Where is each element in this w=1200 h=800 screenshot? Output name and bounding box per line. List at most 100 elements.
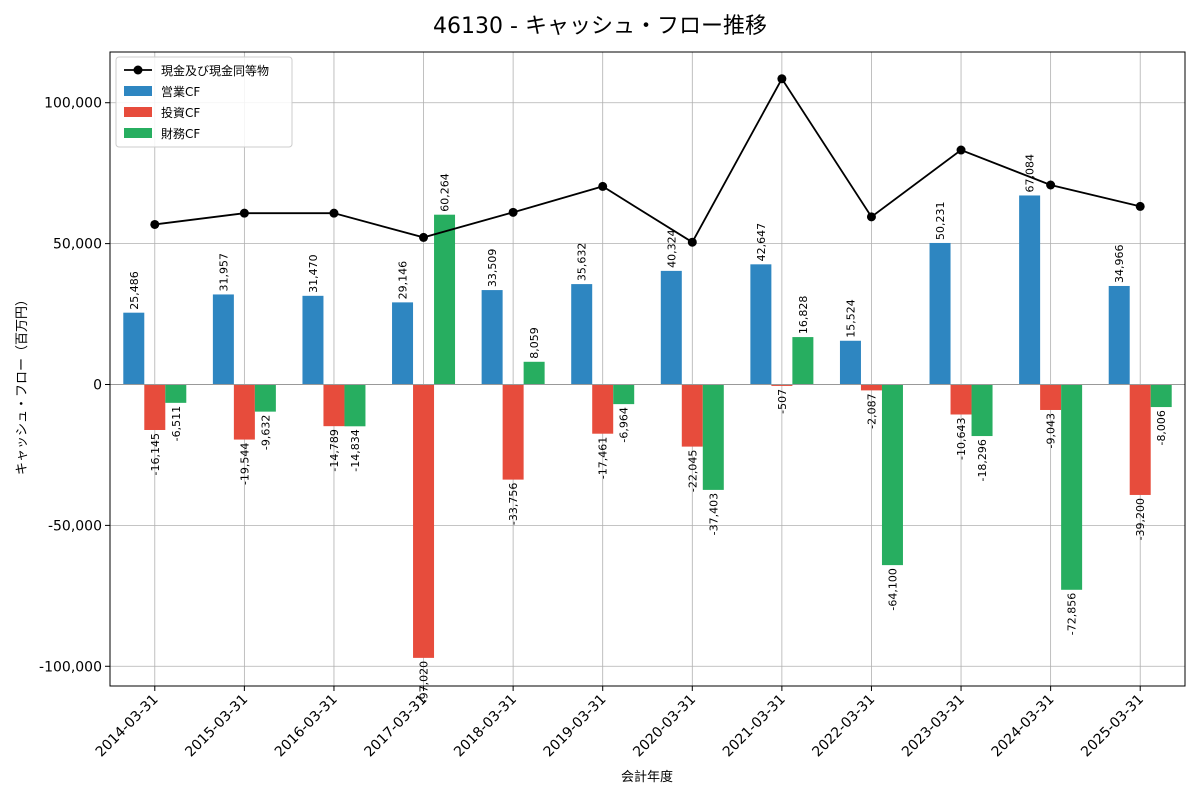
bar-財務CF: [1150, 384, 1172, 408]
bar-営業CF: [212, 294, 234, 385]
cash-line: [154, 77, 1141, 244]
chart-title: 46130 - キャッシュ・フロー推移: [433, 14, 767, 39]
bar-value-label: -39,200: [1134, 498, 1147, 540]
bar-営業CF: [571, 284, 593, 385]
bar-value-label: -72,856: [1066, 593, 1079, 635]
bar-value-label: -22,045: [686, 450, 699, 492]
bar-営業CF: [1108, 285, 1130, 385]
x-tick-label: 2016-03-31: [272, 692, 341, 761]
line-series: [150, 74, 1145, 247]
bar-営業CF: [481, 290, 503, 385]
bar-value-label: 60,264: [439, 173, 452, 212]
x-tick-label: 2018-03-31: [451, 692, 520, 761]
bars: [123, 195, 1172, 658]
legend-marker: [133, 65, 143, 75]
bar-財務CF: [881, 384, 903, 566]
legend-box: [115, 56, 293, 148]
bar-value-label: 31,957: [217, 253, 230, 292]
bar-財務CF: [792, 337, 814, 385]
bar-value-label: 42,647: [755, 223, 768, 262]
bar-value-label: 8,059: [528, 327, 541, 359]
legend-swatch: [124, 86, 152, 96]
bar-value-label: -64,100: [886, 568, 899, 610]
x-tick-label: 2014-03-31: [93, 692, 162, 761]
grid: [110, 52, 1185, 686]
bar-value-label: -18,296: [976, 439, 989, 481]
x-tick-label: 2017-03-31: [362, 692, 431, 761]
plot-frame: [109, 51, 1186, 687]
cash-point: [419, 232, 429, 242]
cash-point: [687, 237, 697, 247]
bar-営業CF: [839, 340, 861, 385]
bar-営業CF: [660, 270, 682, 385]
bar-value-label: 50,231: [934, 201, 947, 240]
bar-営業CF: [929, 242, 951, 385]
bar-営業CF: [1019, 195, 1041, 385]
bar-投資CF: [323, 384, 345, 427]
x-tick-label: 2022-03-31: [809, 692, 878, 761]
bar-投資CF: [502, 384, 524, 480]
y-axis-label: キャッシュ・フロー（百万円）: [15, 293, 30, 475]
bar-value-label: -6,511: [170, 406, 183, 441]
y-tick-label: -100,000: [39, 659, 102, 675]
bar-value-label: 33,509: [486, 249, 499, 288]
x-tick-label: 2023-03-31: [899, 692, 968, 761]
bar-営業CF: [392, 302, 414, 385]
bar-value-label: 40,324: [665, 229, 678, 268]
legend-swatch: [124, 128, 152, 138]
cash-point: [329, 208, 339, 218]
bar-value-label: 31,470: [307, 254, 320, 293]
bar-財務CF: [971, 384, 993, 437]
bar-投資CF: [860, 384, 882, 391]
cash-point: [150, 219, 160, 229]
cash-point: [1135, 201, 1145, 211]
x-tick-label: 2024-03-31: [989, 692, 1058, 761]
bar-投資CF: [950, 384, 972, 415]
bar-value-label: -14,789: [328, 429, 341, 471]
bar-財務CF: [434, 214, 456, 385]
bar-投資CF: [1040, 384, 1062, 410]
cash-point: [777, 74, 787, 84]
bar-財務CF: [702, 384, 724, 490]
bar-value-label: 67,084: [1024, 154, 1037, 193]
bar-財務CF: [1061, 384, 1083, 590]
legend-label: 営業CF: [161, 85, 200, 99]
x-tick-label: 2020-03-31: [630, 692, 699, 761]
bar-営業CF: [123, 312, 145, 385]
bar-value-label: -10,643: [955, 417, 968, 459]
bar-投資CF: [1129, 384, 1151, 495]
cash-point: [956, 145, 966, 155]
bar-投資CF: [681, 384, 703, 447]
cash-point: [598, 181, 608, 191]
bar-value-label: -507: [776, 389, 789, 414]
bar-財務CF: [344, 384, 366, 427]
bar-財務CF: [165, 384, 187, 403]
bar-投資CF: [144, 384, 166, 430]
y-tick-label: 100,000: [44, 96, 102, 112]
y-tick-label: 50,000: [53, 237, 102, 253]
bar-value-label: -33,756: [507, 483, 520, 525]
bar-value-label: -14,834: [349, 429, 362, 471]
bar-value-label: -19,544: [238, 443, 251, 485]
x-axis-label: 会計年度: [621, 769, 673, 785]
cash-point: [866, 212, 876, 222]
bar-value-label: -16,145: [149, 433, 162, 475]
bar-営業CF: [750, 264, 772, 385]
y-tick-label: 0: [93, 377, 102, 393]
bar-labels: 25,486 31,957 31,470 29,146 33,509 35,632 40,3…: [128, 154, 1168, 703]
bar-value-label: 15,524: [844, 299, 857, 338]
x-tick-label: 2021-03-31: [720, 692, 789, 761]
legend-swatch: [124, 107, 152, 117]
bar-value-label: 25,486: [128, 271, 141, 310]
cash-point: [1046, 180, 1056, 190]
bar-value-label: 16,828: [797, 296, 810, 335]
bar-value-label: 35,632: [576, 243, 589, 282]
bar-投資CF: [233, 384, 255, 440]
bar-value-label: -9,632: [259, 415, 272, 450]
x-tick-label: 2019-03-31: [541, 692, 610, 761]
bar-財務CF: [523, 361, 545, 385]
bar-投資CF: [592, 384, 614, 434]
bar-value-label: -9,043: [1045, 413, 1058, 448]
